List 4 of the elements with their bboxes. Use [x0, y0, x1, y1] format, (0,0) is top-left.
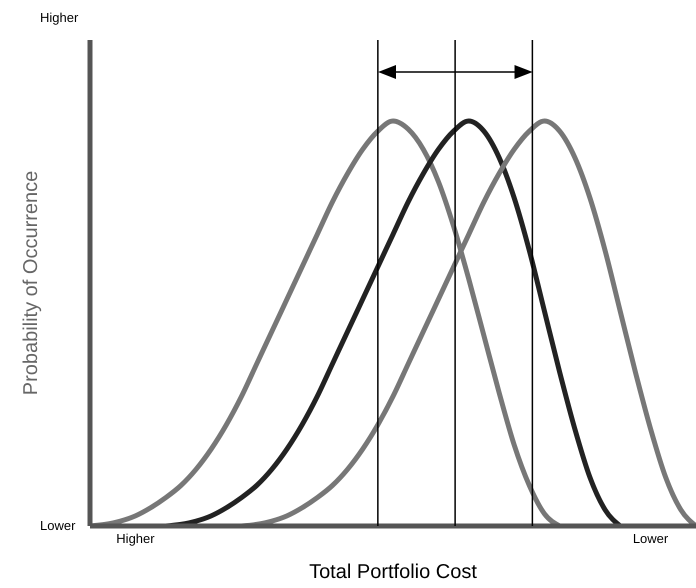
- x-axis-title: Total Portfolio Cost: [309, 561, 478, 583]
- text: Higher: [40, 10, 78, 25]
- y-axis-title: Probability of Occurrence: [20, 170, 42, 396]
- text: Lower: [40, 518, 76, 533]
